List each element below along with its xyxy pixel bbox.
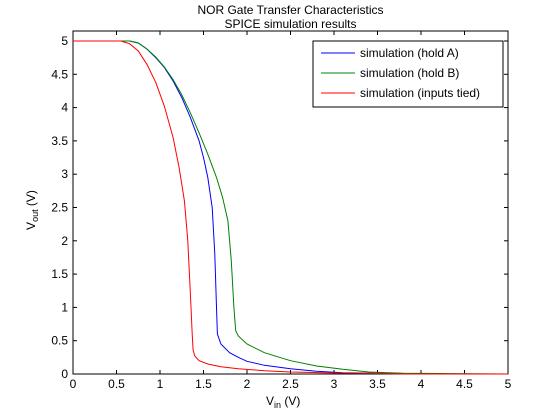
y-tick-label: 1.5	[51, 267, 68, 281]
legend-box	[312, 40, 504, 108]
x-tick-label: 5	[505, 377, 512, 391]
y-axis-label-subscript: out	[30, 209, 40, 222]
x-tick-label: 0	[70, 377, 77, 391]
x-axis-label-unit: (V)	[281, 394, 301, 408]
x-tick-label: 3.5	[369, 377, 386, 391]
x-tick-label: 4	[418, 377, 425, 391]
y-axis-label-main: V	[24, 221, 38, 230]
legend-label-2: simulation (hold B)	[360, 66, 459, 80]
x-axis-label: Vin (V)	[266, 394, 301, 410]
x-tick-label: 0.5	[108, 377, 125, 391]
y-tick-label: 2	[61, 234, 68, 248]
y-tick-label: 3.5	[51, 134, 68, 148]
y-tick-label: 4	[61, 101, 68, 115]
y-tick-label: 0.5	[51, 334, 68, 348]
series-line-3	[73, 40, 508, 375]
y-axis-label-unit: (V)	[24, 190, 38, 210]
y-tick-label: 2.5	[51, 200, 68, 214]
series-line-2	[73, 40, 509, 375]
x-tick-label: 4.5	[456, 377, 473, 391]
chart-title: NOR Gate Transfer Characteristics	[197, 3, 384, 17]
x-tick-label: 2.5	[282, 377, 299, 391]
x-axis-label-subscript: in	[274, 400, 282, 410]
legend-label-3: simulation (inputs tied)	[360, 86, 480, 100]
x-tick-label: 3	[331, 377, 338, 391]
x-tick-label: 2	[244, 377, 251, 391]
y-tick-label: 1	[61, 300, 68, 314]
y-axis-label: Vout (V)	[24, 190, 40, 230]
x-tick-label: 1.5	[195, 377, 212, 391]
y-tick-label: 0	[61, 367, 68, 381]
y-tick-label: 5	[61, 34, 68, 48]
legend-label-1: simulation (hold A)	[360, 46, 459, 60]
chart-subtitle: SPICE simulation results	[224, 17, 357, 31]
x-axis-label-main: V	[266, 394, 275, 408]
x-tick-label: 1	[157, 377, 164, 391]
y-tick-label: 3	[61, 167, 68, 181]
y-tick-label: 4.5	[51, 67, 68, 81]
